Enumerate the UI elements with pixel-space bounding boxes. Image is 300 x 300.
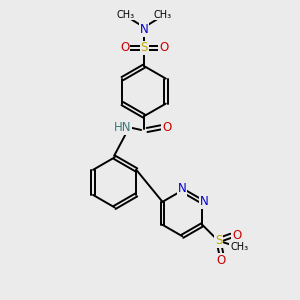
Text: N: N: [140, 23, 148, 36]
Text: N: N: [200, 195, 208, 208]
Text: O: O: [232, 229, 242, 242]
Text: S: S: [140, 41, 148, 54]
Text: CH₃: CH₃: [153, 10, 171, 20]
Text: O: O: [159, 41, 168, 54]
Text: CH₃: CH₃: [117, 10, 135, 20]
Text: N: N: [178, 182, 187, 195]
Text: S: S: [215, 235, 222, 248]
Text: O: O: [217, 254, 226, 267]
Text: O: O: [162, 121, 171, 134]
Text: O: O: [120, 41, 129, 54]
Text: HN: HN: [114, 121, 131, 134]
Text: CH₃: CH₃: [230, 242, 248, 252]
